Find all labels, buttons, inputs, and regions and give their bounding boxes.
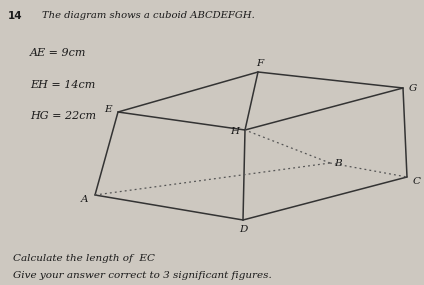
Text: C: C <box>413 176 421 186</box>
Text: D: D <box>239 225 247 235</box>
Text: G: G <box>409 84 417 93</box>
Text: F: F <box>257 60 264 68</box>
Text: AE = 9cm: AE = 9cm <box>30 48 86 58</box>
Text: EH = 14cm: EH = 14cm <box>30 80 95 90</box>
Text: B: B <box>334 158 342 168</box>
Text: H: H <box>231 127 240 137</box>
Text: HG = 22cm: HG = 22cm <box>30 111 96 121</box>
Text: Give your answer correct to 3 significant figures.: Give your answer correct to 3 significan… <box>13 271 271 280</box>
Text: Calculate the length of  EC: Calculate the length of EC <box>13 254 155 263</box>
Text: 14: 14 <box>8 11 22 21</box>
Text: A: A <box>81 194 89 203</box>
Text: E: E <box>104 105 112 115</box>
Text: The diagram shows a cuboid ABCDEFGH.: The diagram shows a cuboid ABCDEFGH. <box>42 11 255 21</box>
